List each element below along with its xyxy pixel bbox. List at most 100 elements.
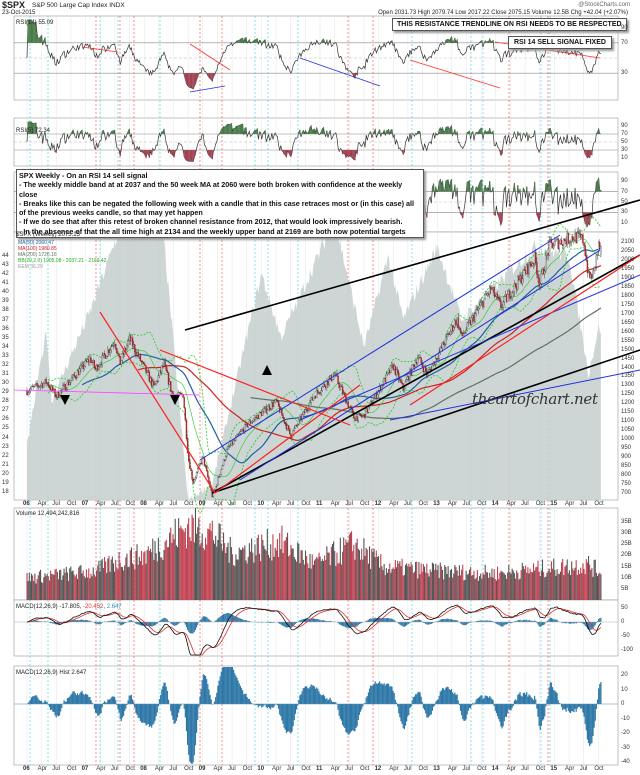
macd-hist-bar [480, 620, 482, 622]
price-candle [62, 385, 64, 390]
volume-bar [544, 577, 546, 600]
volume-bar [420, 563, 422, 600]
hist-bar [371, 685, 373, 704]
volume-bar [364, 555, 366, 600]
hist-bar [301, 691, 303, 704]
volume-bar [207, 528, 209, 600]
macd-hist-bar [409, 622, 411, 623]
price-candle [564, 238, 566, 242]
price-candle [484, 293, 486, 299]
volume-bar [99, 571, 101, 600]
price-candle [231, 441, 234, 445]
volume-bar [436, 570, 438, 600]
hist-bar [146, 704, 148, 725]
hist-bar [290, 704, 292, 734]
volume-bar [438, 578, 440, 600]
volume-bar [489, 572, 491, 600]
volume-bar [466, 574, 468, 600]
hist-bar [271, 704, 273, 708]
macd-hist-bar [426, 622, 428, 625]
price-candle [67, 381, 70, 386]
date-tick-label: Jul [462, 766, 471, 772]
hist-bar [156, 704, 158, 713]
hist-bar [430, 704, 432, 715]
macd-hist-bar [385, 618, 387, 622]
macd-hist-bar [226, 613, 228, 622]
eem-tick-label: 32 [2, 361, 9, 368]
hist-bar [76, 693, 79, 704]
volume-bar [63, 568, 65, 600]
volume-bar [500, 570, 502, 600]
macd-hist-bar [595, 622, 597, 623]
volume-bar [28, 572, 30, 600]
volume-bar [528, 573, 530, 600]
macd-hist-bar [456, 620, 458, 622]
volume-bar [266, 528, 268, 600]
volume-bar [133, 564, 135, 600]
macd-hist-bar [511, 622, 513, 623]
hist-bar [578, 704, 581, 707]
hist-bar [325, 698, 327, 704]
price-candle [83, 366, 85, 369]
price-candle [599, 242, 601, 247]
hist-bar [584, 704, 586, 724]
volume-bar [302, 559, 304, 600]
hist-bar [472, 702, 474, 704]
volume-tick-label: 35B [621, 519, 632, 525]
macd-hist-bar [193, 622, 195, 632]
macd-hist-bar [402, 622, 404, 627]
date-tick-label: Oct [477, 766, 487, 772]
trendline [211, 254, 640, 494]
volume-bar [229, 536, 231, 600]
hist-bar [294, 704, 297, 714]
hist-bar [482, 698, 484, 704]
macd-hist-bar [419, 619, 421, 622]
volume-bar [35, 583, 37, 600]
volume-bar [351, 531, 353, 600]
panel-hist [13, 665, 619, 766]
hist-bar [499, 704, 501, 722]
macd-hist-bar [549, 617, 551, 622]
price-tick-label: 1700 [621, 310, 635, 317]
macd-hist-bar [599, 618, 601, 622]
macd-hist-bar [238, 618, 240, 622]
hist-bar [532, 699, 535, 704]
volume-bar [56, 571, 58, 600]
volume-bar [196, 533, 198, 600]
macd-hist-bar [543, 622, 545, 625]
price-candle [354, 417, 356, 421]
price-candle [44, 379, 46, 384]
price-candle [63, 384, 65, 386]
date-tick-label: Oct [66, 501, 77, 507]
hist-bar [397, 704, 399, 707]
hist-bar [236, 677, 238, 704]
macd-hist-bar [411, 621, 413, 622]
macd-hist-bar [197, 622, 199, 626]
price-candle [517, 276, 519, 290]
hist-bar [391, 686, 393, 704]
volume-bar [90, 573, 92, 600]
volume-bar [180, 525, 182, 600]
macd-hist-bar [382, 618, 384, 622]
macd-hist-bar [491, 621, 493, 622]
volume-bar [391, 569, 393, 600]
volume-bar [574, 567, 576, 600]
volume-bar [116, 567, 118, 600]
price-candle [54, 389, 56, 397]
volume-bar [132, 563, 134, 600]
macd-hist-bar [413, 620, 416, 622]
volume-bar [169, 532, 171, 600]
hist-bar [398, 704, 400, 714]
volume-bar [278, 557, 280, 600]
hist-bar [418, 691, 420, 704]
macd-hist-bar [401, 622, 403, 626]
macd-hist-bar [315, 619, 317, 622]
hist-bar [571, 704, 573, 712]
volume-bar [225, 553, 227, 600]
hist-bar [358, 704, 361, 715]
macd-hist-bar [292, 622, 294, 627]
volume-tick-label: 10B [621, 574, 632, 581]
hist-bar [560, 704, 563, 707]
index-name: S&P 500 Large Cap Index INDX [32, 2, 125, 9]
volume-bar [429, 569, 431, 600]
